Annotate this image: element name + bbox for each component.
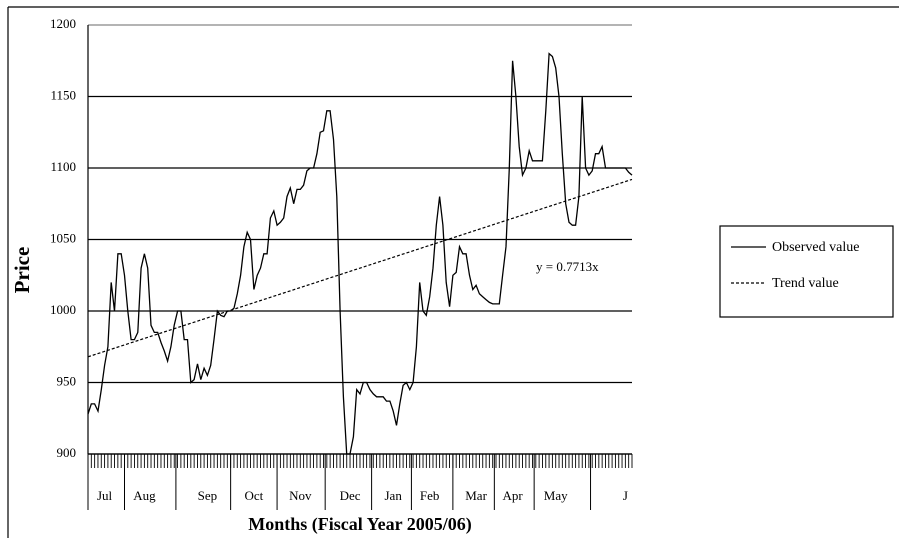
y-tick-label: 1200 (50, 16, 76, 31)
x-tick-label: May (544, 488, 568, 503)
x-tick-label: Nov (289, 488, 312, 503)
trend-line (87, 178, 633, 358)
x-tick-label: Mar (465, 488, 487, 503)
x-tick-label: Dec (340, 488, 361, 503)
x-tick-label: Feb (420, 488, 440, 503)
x-tick-label: J (623, 488, 628, 503)
legend-label: Observed value (772, 240, 859, 255)
y-tick-label: 900 (57, 445, 77, 460)
y-tick-label: 950 (57, 373, 77, 388)
data-line (87, 52, 633, 455)
x-tick-label: Aug (133, 488, 156, 503)
x-axis-title: Months (Fiscal Year 2005/06) (248, 514, 471, 535)
x-tick-label: Jan (384, 488, 402, 503)
annotation-bg (530, 258, 632, 276)
y-tick-label: 1150 (50, 87, 76, 102)
annotation: y = 0.7713x (536, 259, 599, 274)
y-tick-label: 1050 (50, 230, 76, 245)
x-tick-label: Oct (244, 488, 263, 503)
legend-box (719, 225, 894, 318)
legend-label: Trend value (772, 276, 839, 291)
x-tick-label: Jul (97, 488, 113, 503)
y-axis-title: Price (10, 247, 34, 294)
y-tick-label: 1000 (50, 302, 76, 317)
x-tick-label: Apr (502, 488, 523, 503)
y-tick-label: 1100 (50, 159, 76, 174)
x-tick-label: Sep (198, 488, 218, 503)
